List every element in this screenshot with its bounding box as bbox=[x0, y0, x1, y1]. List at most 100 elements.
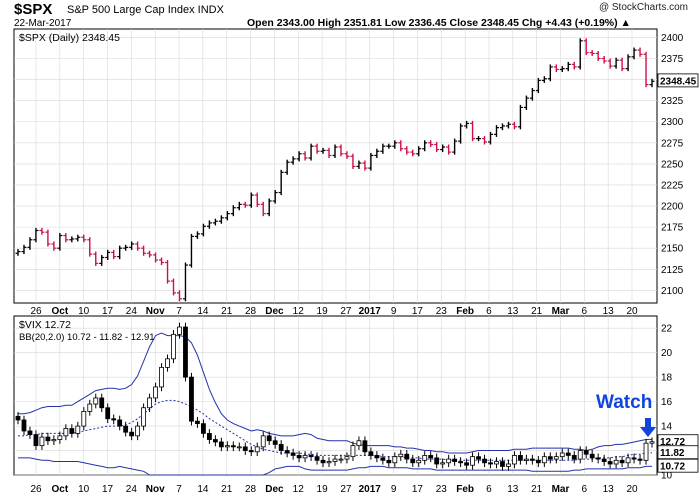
vix-candle bbox=[529, 458, 535, 461]
vix-candle bbox=[643, 442, 649, 461]
price-y-tick: 2100 bbox=[661, 286, 684, 297]
vix-candle bbox=[57, 435, 63, 440]
symbol-name: S&P 500 Large Cap Index INDX bbox=[67, 4, 224, 16]
vix-candle bbox=[541, 456, 547, 464]
vix-candle bbox=[553, 456, 559, 460]
x-tick-label: 10 bbox=[78, 484, 90, 495]
vix-candle bbox=[248, 450, 254, 453]
vix-candle bbox=[183, 326, 188, 378]
price-y-tick: 2325 bbox=[661, 96, 684, 107]
vix-candle bbox=[45, 436, 51, 442]
vix-candle bbox=[416, 459, 422, 464]
vix-candle bbox=[123, 425, 129, 433]
x-tick-label: 13 bbox=[603, 306, 615, 317]
x-tick-label: 6 bbox=[582, 484, 588, 495]
vix-candle bbox=[69, 428, 75, 434]
vix-candle bbox=[117, 419, 123, 427]
vix-candle bbox=[260, 435, 266, 448]
vix-candle bbox=[619, 459, 625, 464]
vix-candle bbox=[320, 459, 326, 464]
vix-candle bbox=[374, 455, 380, 459]
x-tick-label: Dec bbox=[265, 484, 284, 495]
vix-last-label: 12.72 bbox=[660, 437, 685, 448]
x-tick-label: 10 bbox=[78, 306, 90, 317]
vix-candle bbox=[583, 450, 589, 455]
vix-candle bbox=[446, 458, 452, 464]
vix-candle bbox=[452, 458, 458, 462]
price-y-tick: 2400 bbox=[661, 33, 684, 44]
vix-candle bbox=[380, 457, 386, 461]
vix-candle bbox=[224, 445, 230, 448]
vix-candle bbox=[230, 445, 236, 448]
vix-candle bbox=[189, 376, 194, 422]
vix-candle bbox=[254, 446, 260, 453]
vix-candle bbox=[111, 418, 117, 421]
x-tick-label: 13 bbox=[507, 484, 519, 495]
vix-candle bbox=[458, 461, 464, 464]
vix-legend: $VIX 12.72 bbox=[19, 319, 71, 331]
vix-candle bbox=[470, 456, 475, 466]
bb-mid-label-box bbox=[657, 445, 699, 460]
vix-candle bbox=[428, 455, 434, 459]
watch-annotation: Watch bbox=[596, 392, 652, 413]
vix-candle bbox=[356, 440, 362, 447]
x-tick-label: 26 bbox=[30, 306, 42, 317]
vix-candle bbox=[129, 431, 135, 437]
vix-y-tick: 20 bbox=[661, 348, 673, 359]
x-tick-label: 19 bbox=[317, 306, 329, 317]
x-tick-label: 6 bbox=[486, 484, 492, 495]
x-tick-label: 28 bbox=[245, 306, 257, 317]
vix-candle bbox=[87, 403, 93, 412]
bb-low-label-box bbox=[657, 458, 699, 473]
bb-legend: BB(20,2.0) 10.72 - 11.82 - 12.91 bbox=[19, 332, 155, 343]
price-legend: $SPX (Daily) 2348.45 bbox=[19, 32, 120, 44]
x-tick-label: 7 bbox=[176, 484, 182, 495]
vix-candle bbox=[392, 456, 398, 464]
vix-candle bbox=[314, 456, 320, 461]
x-tick-label: 19 bbox=[317, 484, 329, 495]
vix-candle bbox=[296, 455, 302, 459]
vix-candle bbox=[153, 386, 158, 399]
vix-candle bbox=[422, 455, 428, 461]
vix-candle bbox=[386, 459, 392, 464]
vix-candle bbox=[500, 461, 505, 467]
x-tick-label: 2017 bbox=[359, 306, 382, 317]
vix-candle bbox=[607, 461, 613, 465]
x-tick-label: 13 bbox=[603, 484, 615, 495]
vix-candle bbox=[21, 419, 27, 432]
vix-candle bbox=[105, 407, 111, 420]
bb-mid-label: 11.82 bbox=[660, 448, 685, 459]
x-tick-label: 27 bbox=[340, 306, 352, 317]
x-tick-label: 9 bbox=[391, 484, 397, 495]
vix-candle bbox=[171, 333, 176, 360]
vix-candle bbox=[625, 457, 631, 464]
vix-candle bbox=[601, 458, 607, 462]
vix-candle bbox=[565, 452, 571, 456]
vix-candle bbox=[631, 457, 637, 460]
vix-candle bbox=[147, 397, 152, 409]
x-tick-label: 12 bbox=[293, 484, 305, 495]
x-tick-label: 26 bbox=[30, 484, 42, 495]
vix-y-tick: 16 bbox=[661, 397, 673, 408]
x-tick-label: Oct bbox=[52, 484, 69, 495]
x-tick-label: 24 bbox=[126, 484, 138, 495]
x-tick-label: 23 bbox=[436, 306, 448, 317]
vix-candle bbox=[518, 455, 523, 461]
price-y-tick: 2125 bbox=[661, 265, 684, 276]
arrow-down-icon bbox=[640, 418, 656, 437]
vix-candle bbox=[535, 459, 541, 464]
vix-candle bbox=[368, 451, 374, 456]
x-tick-label: Mar bbox=[552, 484, 570, 495]
vix-candle bbox=[338, 458, 344, 461]
price-y-tick: 2250 bbox=[661, 159, 684, 170]
vix-candle bbox=[75, 425, 81, 434]
price-y-tick: 2200 bbox=[661, 202, 684, 213]
vix-candle bbox=[398, 453, 404, 458]
vix-candle bbox=[344, 456, 350, 460]
vix-candle bbox=[482, 458, 487, 464]
bb-lower-line bbox=[18, 457, 653, 476]
vix-candle bbox=[93, 397, 99, 405]
watermark: @ StockCharts.com bbox=[598, 2, 688, 13]
bb-low-label: 10.72 bbox=[660, 462, 685, 473]
